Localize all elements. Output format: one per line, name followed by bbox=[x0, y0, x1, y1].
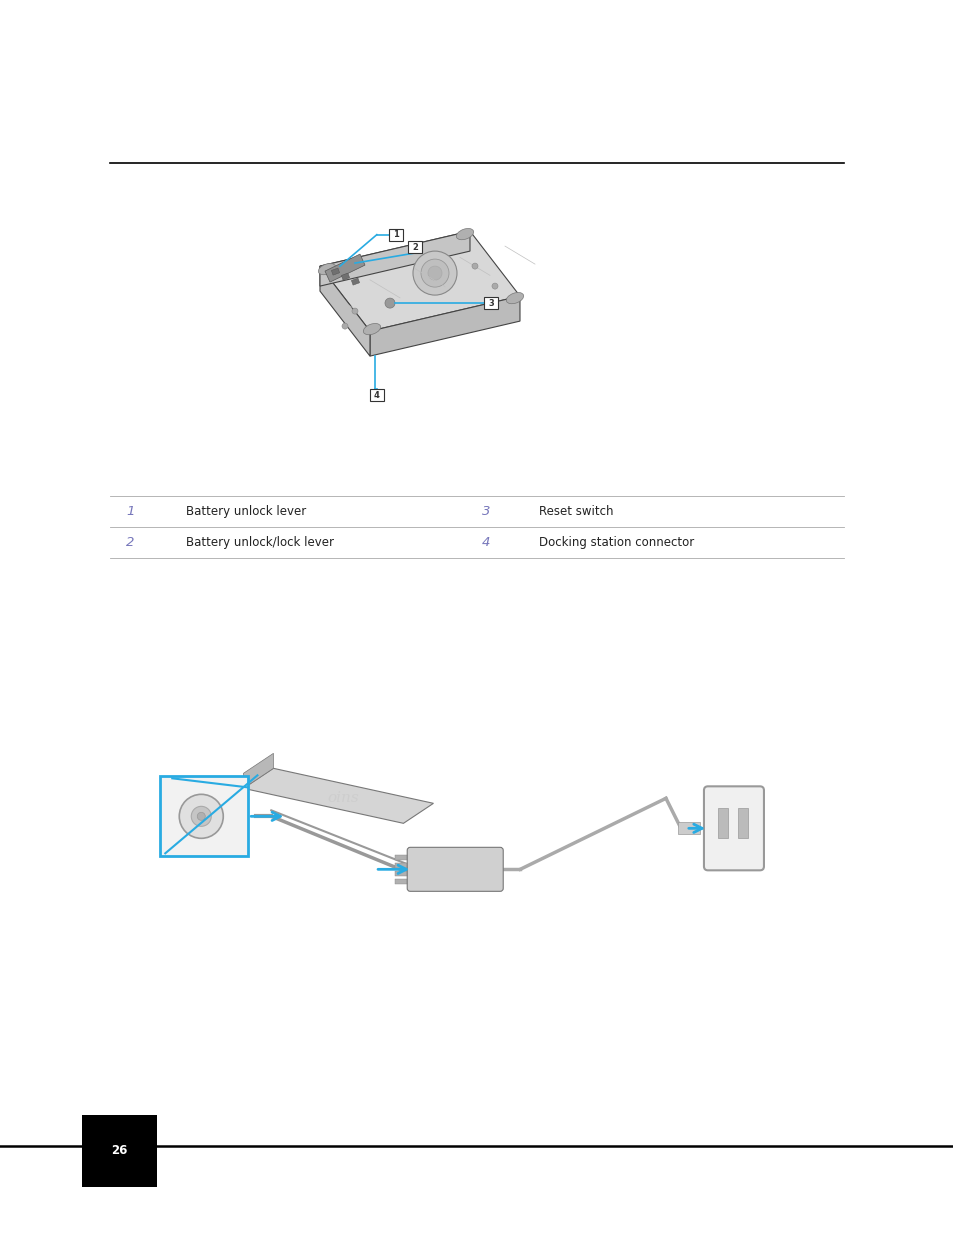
Bar bbox=[395, 879, 410, 884]
Bar bbox=[395, 872, 410, 877]
Bar bbox=[484, 298, 497, 309]
Polygon shape bbox=[243, 753, 274, 788]
Bar bbox=[738, 809, 747, 839]
Bar bbox=[395, 863, 410, 868]
Polygon shape bbox=[243, 768, 433, 824]
Text: Battery unlock/lock lever: Battery unlock/lock lever bbox=[186, 536, 334, 550]
Text: 2: 2 bbox=[126, 536, 134, 550]
Bar bbox=[389, 228, 402, 241]
Text: oins: oins bbox=[327, 792, 359, 805]
Text: 1: 1 bbox=[126, 505, 134, 519]
Circle shape bbox=[413, 251, 456, 295]
Text: Battery unlock lever: Battery unlock lever bbox=[186, 505, 306, 519]
Bar bbox=[160, 777, 248, 856]
Circle shape bbox=[472, 263, 477, 269]
Text: 1: 1 bbox=[393, 230, 398, 240]
Bar bbox=[678, 823, 700, 835]
Text: 4: 4 bbox=[374, 390, 379, 400]
Text: 3: 3 bbox=[481, 505, 490, 519]
Text: Docking station connector: Docking station connector bbox=[538, 536, 694, 550]
Text: 2: 2 bbox=[412, 242, 417, 252]
FancyBboxPatch shape bbox=[703, 787, 763, 871]
Circle shape bbox=[197, 813, 205, 820]
Polygon shape bbox=[370, 296, 519, 356]
Circle shape bbox=[341, 324, 348, 329]
Polygon shape bbox=[325, 254, 365, 282]
Circle shape bbox=[420, 259, 449, 287]
Ellipse shape bbox=[456, 228, 473, 240]
Text: 3: 3 bbox=[488, 299, 494, 308]
Circle shape bbox=[352, 308, 357, 314]
Text: 4: 4 bbox=[481, 536, 490, 550]
Ellipse shape bbox=[506, 293, 523, 304]
Text: 26: 26 bbox=[111, 1144, 128, 1157]
Text: Reset switch: Reset switch bbox=[538, 505, 613, 519]
Circle shape bbox=[428, 266, 441, 280]
Circle shape bbox=[191, 806, 211, 826]
Bar bbox=[341, 273, 349, 280]
Circle shape bbox=[179, 794, 223, 839]
Polygon shape bbox=[319, 231, 519, 331]
Ellipse shape bbox=[318, 263, 335, 274]
Bar bbox=[351, 278, 359, 285]
Bar bbox=[408, 241, 421, 253]
Bar bbox=[331, 268, 339, 275]
FancyBboxPatch shape bbox=[407, 847, 502, 892]
Polygon shape bbox=[319, 231, 470, 287]
Bar bbox=[718, 809, 727, 839]
Polygon shape bbox=[319, 266, 370, 356]
Bar bbox=[395, 856, 410, 861]
Circle shape bbox=[492, 283, 497, 289]
Circle shape bbox=[385, 298, 395, 308]
Ellipse shape bbox=[363, 324, 380, 335]
Bar bbox=[370, 389, 383, 401]
